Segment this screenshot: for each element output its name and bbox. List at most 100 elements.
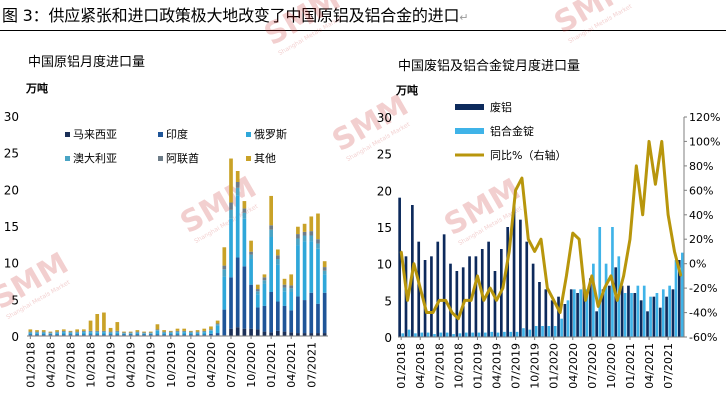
- bar-alloy: [547, 326, 551, 337]
- bar-segment: [162, 332, 166, 334]
- bar-segment: [155, 330, 160, 331]
- bar-segment: [262, 277, 267, 281]
- bar-scrap: [646, 311, 649, 337]
- bar-segment: [82, 332, 86, 335]
- y-tick-label: 20: [4, 183, 19, 197]
- bar-segment: [242, 212, 247, 219]
- bar-segment: [175, 328, 180, 331]
- bar-alloy: [674, 260, 678, 337]
- bar-segment: [128, 334, 133, 336]
- legend-label: 铝合金锭: [490, 124, 534, 138]
- bar-alloy: [477, 332, 481, 337]
- bar-segment: [175, 330, 180, 332]
- bar-alloy: [579, 289, 582, 337]
- bar-scrap: [671, 289, 675, 337]
- bar-segment: [75, 334, 80, 336]
- yoy-point: [489, 287, 491, 289]
- y-tick-label: 25: [4, 147, 19, 161]
- bar-segment: [202, 328, 207, 331]
- bar-scrap: [493, 271, 497, 337]
- x-tick-label: 04/2018: [414, 343, 427, 389]
- bar-alloy: [522, 328, 525, 337]
- x-tick-label: 10/2018: [452, 343, 465, 389]
- bar-segment: [309, 235, 314, 242]
- bar-segment: [296, 333, 300, 336]
- y-tick-label: 30: [4, 110, 19, 124]
- bar-segment: [255, 291, 260, 295]
- bar-segment: [48, 334, 53, 336]
- bar-segment: [229, 328, 233, 336]
- bar-segment: [168, 332, 173, 334]
- chart-right-title: 中国废铝及铝合金锭月度进口量: [398, 58, 580, 74]
- bar-segment: [296, 296, 300, 334]
- bar-segment: [316, 333, 320, 336]
- bar-alloy: [661, 289, 665, 337]
- bar-segment: [282, 287, 287, 292]
- bar-segment: [269, 229, 273, 237]
- bar-alloy: [655, 293, 659, 337]
- bar-segment: [235, 327, 240, 336]
- x-tick-label: 01/2018: [395, 343, 408, 389]
- yoy-point: [470, 299, 472, 302]
- bar-scrap: [665, 296, 668, 337]
- bar-segment: [148, 333, 153, 334]
- bar-segment: [229, 158, 233, 203]
- bar-segment: [122, 331, 126, 333]
- bar-segment: [108, 331, 113, 333]
- bar-scrap: [582, 285, 586, 337]
- legend-label: 同比%（右轴）: [490, 148, 566, 162]
- bar-segment: [95, 334, 100, 336]
- chart-left-unit: 万吨: [25, 81, 48, 95]
- x-tick-label: 07/2020: [225, 342, 238, 388]
- bar-segment: [289, 274, 294, 286]
- bar-scrap: [550, 300, 554, 337]
- bar-alloy: [464, 332, 468, 337]
- bar-segment: [55, 331, 59, 333]
- bar-alloy: [636, 285, 640, 337]
- yoy-point: [508, 250, 511, 253]
- bar-segment: [255, 294, 260, 308]
- x-tick-label: 07/2018: [433, 343, 446, 389]
- bar-segment: [68, 333, 73, 335]
- legend-swatch: [65, 156, 70, 161]
- bar-segment: [88, 334, 93, 336]
- bar-segment: [142, 333, 146, 335]
- bar-segment: [275, 330, 280, 336]
- bar-segment: [242, 201, 247, 209]
- legend-label: 马来西亚: [73, 128, 117, 141]
- yoy-point: [648, 140, 650, 143]
- legend-label: 阿联酋: [166, 151, 199, 165]
- bar-segment: [68, 334, 73, 336]
- bar-segment: [135, 331, 140, 333]
- y-tick-label: 15: [377, 221, 392, 235]
- legend-swatch: [158, 156, 163, 161]
- bar-segment: [61, 332, 66, 335]
- bar-scrap: [633, 293, 637, 337]
- x-tick-label: 01/2020: [548, 343, 561, 389]
- bar-segment: [302, 300, 307, 334]
- bar-alloy: [458, 333, 462, 337]
- bar-segment: [269, 237, 273, 292]
- bar-segment: [275, 249, 280, 256]
- bar-scrap: [417, 241, 421, 337]
- y-tick-label: 5: [11, 293, 19, 307]
- bar-segment: [195, 333, 200, 335]
- bar-segment: [242, 208, 247, 213]
- bar-segment: [28, 333, 33, 335]
- x-tick-label: 07/2019: [510, 343, 523, 389]
- x-tick-label: 07/2021: [305, 342, 318, 388]
- bar-segment: [235, 171, 240, 182]
- bar-segment: [215, 333, 220, 336]
- bar-alloy: [534, 326, 538, 337]
- bar-segment: [209, 330, 213, 334]
- x-tick-label: 01/2019: [471, 343, 484, 389]
- bar-segment: [189, 332, 193, 334]
- bar-alloy: [623, 293, 627, 337]
- bar-segment: [61, 334, 66, 336]
- bar-segment: [195, 331, 200, 333]
